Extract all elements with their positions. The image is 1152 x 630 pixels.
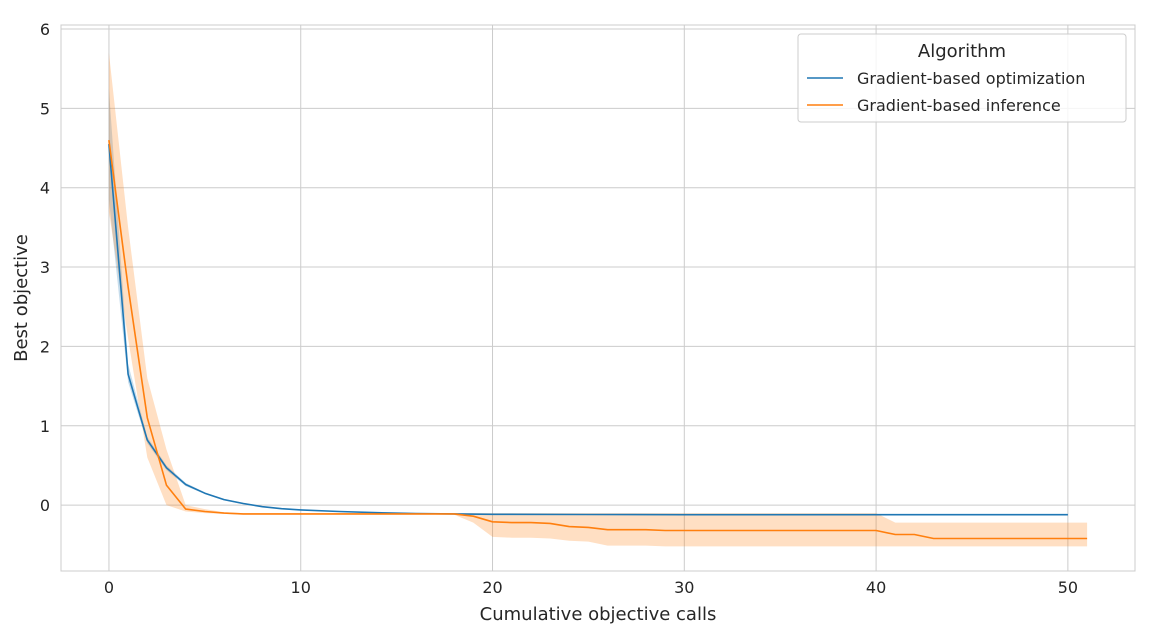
legend-box	[797, 33, 1127, 123]
y-tick-label: 6	[40, 20, 50, 39]
y-tick-label: 3	[40, 258, 50, 277]
x-tick-label: 40	[866, 578, 886, 597]
x-tick-label: 20	[482, 578, 502, 597]
confidence-bands	[108, 52, 1088, 547]
x-axis-ticks: 0 10 20 30 40 50	[104, 578, 1078, 597]
y-axis-label: Best objective	[11, 234, 32, 362]
band-gradient-based-inference	[108, 52, 1088, 547]
line-gradient-based-optimization	[108, 143, 1068, 516]
x-tick-label: 30	[674, 578, 694, 597]
y-tick-label: 0	[40, 496, 50, 515]
x-tick-label: 50	[1058, 578, 1078, 597]
legend-entry-gradient-based-inference: Gradient-based inference	[857, 96, 1061, 115]
legend-entry-gradient-based-optimization: Gradient-based optimization	[857, 69, 1085, 88]
y-tick-label: 4	[40, 179, 50, 198]
legend: Algorithm Gradient-based optimization Gr…	[797, 33, 1127, 123]
y-tick-label: 5	[40, 99, 50, 118]
series-lines	[108, 139, 1088, 540]
y-tick-label: 1	[40, 417, 50, 436]
plot-frame	[60, 24, 1136, 572]
y-tick-label: 2	[40, 337, 50, 356]
y-axis-ticks: 0 1 2 3 4 5 6	[40, 20, 50, 515]
x-axis-label: Cumulative objective calls	[480, 604, 717, 625]
band-gradient-based-optimization	[108, 88, 1068, 515]
x-tick-label: 10	[291, 578, 311, 597]
legend-title: Algorithm	[918, 41, 1006, 62]
x-tick-label: 0	[104, 578, 114, 597]
line-gradient-based-inference	[108, 139, 1088, 540]
